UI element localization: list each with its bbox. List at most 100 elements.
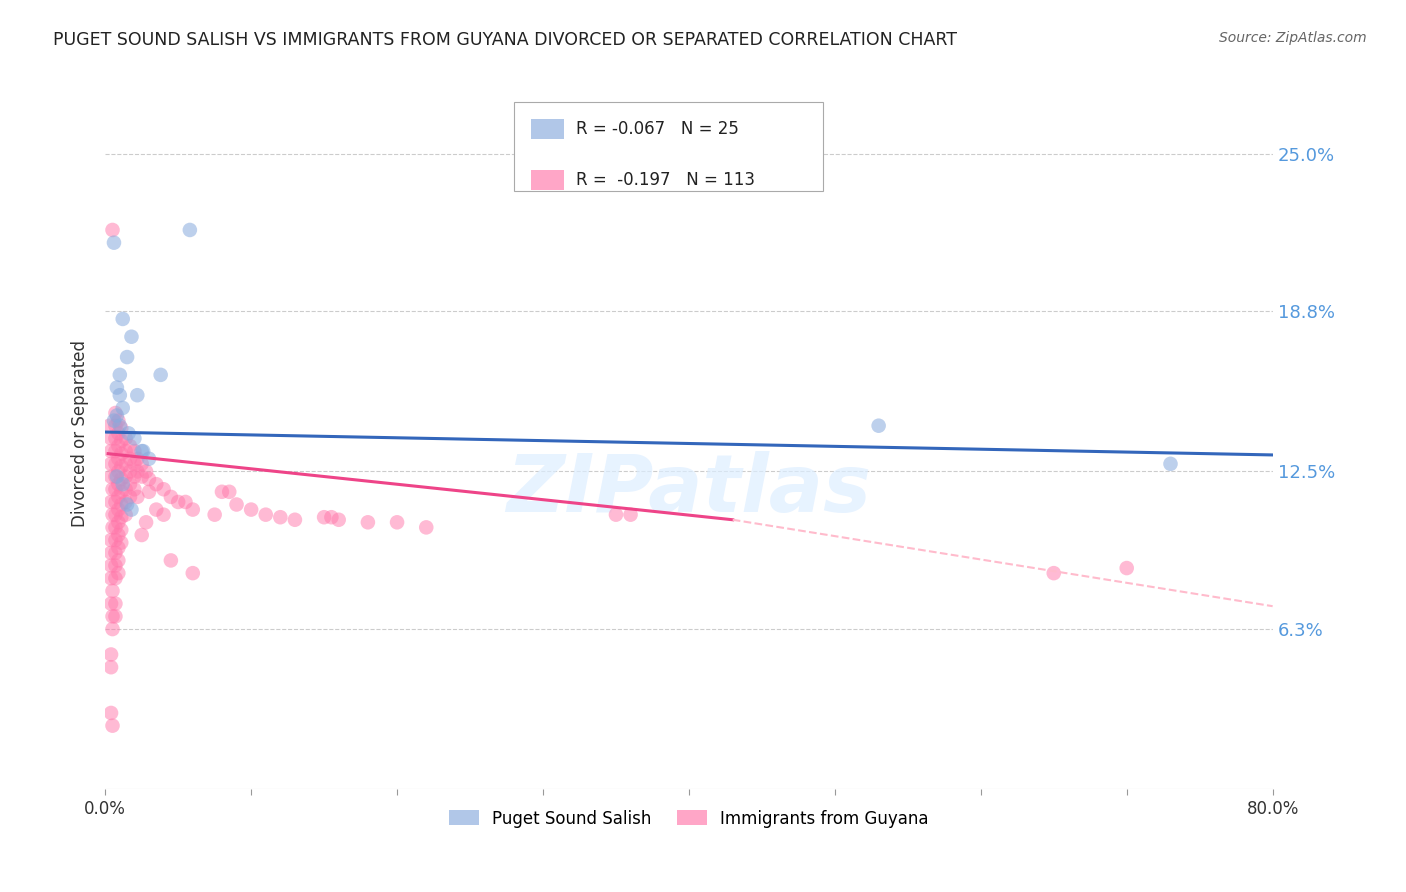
Point	[105, 409, 128, 423]
Point	[101, 719, 124, 733]
Point	[115, 350, 138, 364]
Point	[107, 477, 129, 491]
Point	[132, 444, 155, 458]
Point	[385, 516, 408, 530]
Point	[104, 508, 127, 522]
Point	[111, 477, 134, 491]
Bar	[531, 170, 564, 190]
Point	[104, 495, 127, 509]
Point	[101, 583, 124, 598]
Point	[110, 459, 132, 474]
Point	[211, 484, 233, 499]
Point	[115, 498, 138, 512]
Point	[124, 444, 146, 458]
Point	[179, 223, 201, 237]
Point	[100, 469, 122, 483]
Point	[104, 571, 127, 585]
Point	[100, 571, 122, 585]
Point	[110, 447, 132, 461]
Point	[104, 444, 127, 458]
Point	[118, 451, 141, 466]
Point	[127, 465, 149, 479]
Point	[107, 490, 129, 504]
Point	[101, 508, 124, 522]
Point	[101, 622, 124, 636]
Point	[105, 469, 128, 483]
Point	[114, 444, 136, 458]
Point	[114, 482, 136, 496]
Point	[218, 484, 240, 499]
Point	[121, 502, 143, 516]
Point	[107, 451, 129, 466]
Point	[110, 535, 132, 549]
Point	[118, 477, 141, 491]
Point	[114, 469, 136, 483]
Point	[167, 495, 190, 509]
Point	[104, 597, 127, 611]
Point	[124, 431, 146, 445]
Point	[114, 495, 136, 509]
Text: R = -0.067   N = 25: R = -0.067 N = 25	[575, 120, 738, 138]
Point	[225, 498, 247, 512]
Point	[103, 414, 125, 428]
Point	[135, 516, 157, 530]
Point	[619, 508, 641, 522]
Point	[107, 566, 129, 581]
Point	[110, 523, 132, 537]
Point	[100, 558, 122, 573]
Point	[104, 520, 127, 534]
Point	[100, 546, 122, 560]
Point	[107, 516, 129, 530]
Point	[104, 406, 127, 420]
Point	[107, 426, 129, 441]
Point	[108, 418, 131, 433]
Point	[131, 457, 153, 471]
Point	[100, 444, 122, 458]
Point	[321, 510, 343, 524]
Text: PUGET SOUND SALISH VS IMMIGRANTS FROM GUYANA DIVORCED OR SEPARATED CORRELATION C: PUGET SOUND SALISH VS IMMIGRANTS FROM GU…	[53, 31, 957, 49]
Point	[111, 401, 134, 415]
Point	[100, 648, 122, 662]
Point	[284, 513, 307, 527]
Point	[605, 508, 627, 522]
Point	[131, 469, 153, 483]
Point	[107, 541, 129, 555]
Point	[131, 528, 153, 542]
Point	[127, 388, 149, 402]
Point	[328, 513, 350, 527]
Point	[269, 510, 291, 524]
Point	[254, 508, 277, 522]
Point	[152, 508, 174, 522]
Point	[100, 457, 122, 471]
Point	[107, 553, 129, 567]
Point	[104, 558, 127, 573]
Point	[1160, 457, 1182, 471]
Point	[124, 482, 146, 496]
Point	[174, 495, 197, 509]
Point	[118, 490, 141, 504]
Point	[100, 533, 122, 547]
Point	[868, 418, 890, 433]
Point	[118, 465, 141, 479]
Point	[138, 472, 160, 486]
Point	[105, 380, 128, 394]
Point	[101, 482, 124, 496]
Point	[357, 516, 380, 530]
Bar	[531, 120, 564, 139]
Point	[100, 706, 122, 720]
Point	[415, 520, 437, 534]
Point	[110, 434, 132, 448]
Point	[104, 609, 127, 624]
Point	[104, 482, 127, 496]
Point	[131, 444, 153, 458]
Point	[204, 508, 226, 522]
Point	[1115, 561, 1137, 575]
Point	[138, 484, 160, 499]
Point	[101, 609, 124, 624]
Point	[104, 431, 127, 445]
Point	[127, 490, 149, 504]
Point	[100, 495, 122, 509]
Point	[114, 508, 136, 522]
Point	[145, 477, 167, 491]
Point	[107, 439, 129, 453]
